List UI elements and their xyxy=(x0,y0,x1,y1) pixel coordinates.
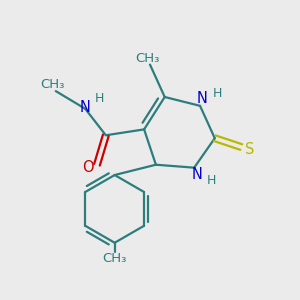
Text: N: N xyxy=(197,91,208,106)
Text: H: H xyxy=(95,92,104,105)
Text: H: H xyxy=(207,173,217,187)
Text: H: H xyxy=(212,87,222,100)
Text: CH₃: CH₃ xyxy=(135,52,159,64)
Text: S: S xyxy=(245,142,254,157)
Text: CH₃: CH₃ xyxy=(103,252,127,265)
Text: N: N xyxy=(80,100,91,115)
Text: CH₃: CH₃ xyxy=(40,78,64,91)
Text: N: N xyxy=(192,167,203,182)
Text: O: O xyxy=(82,160,94,175)
